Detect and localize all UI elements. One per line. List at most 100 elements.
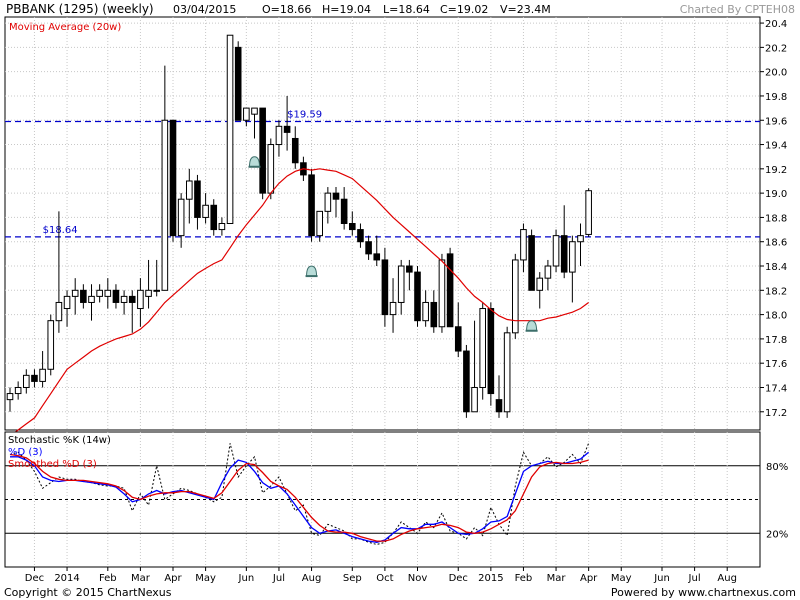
candle-down bbox=[357, 229, 364, 243]
candle-down bbox=[495, 399, 503, 413]
price-tick-label: 18.6 bbox=[765, 238, 787, 249]
ma-legend: Moving Average (20w) bbox=[9, 22, 121, 33]
alert-bell-base bbox=[525, 329, 538, 332]
price-tick-label: 20.2 bbox=[765, 43, 787, 54]
candle-up bbox=[520, 229, 527, 261]
candle-up bbox=[324, 192, 332, 212]
time-tick-label: 2015 bbox=[478, 573, 503, 584]
candle-down bbox=[332, 192, 340, 200]
time-tick-label: May bbox=[611, 573, 632, 584]
candle-down bbox=[414, 271, 421, 322]
price-tick-label: 18.0 bbox=[765, 311, 787, 322]
time-tick-label: Aug bbox=[717, 573, 737, 584]
header-bar: PBBANK (1295) (weekly) 03/04/2015 O=18.6… bbox=[6, 2, 795, 16]
candle-down bbox=[234, 46, 242, 121]
price-tick-label: 18.8 bbox=[765, 213, 787, 224]
price-axis: 17.2 17.4 17.6 17.8 18.0 18.2 18.4 18.6 18.8 19.0… bbox=[760, 19, 787, 419]
alert-bell-base bbox=[248, 165, 261, 168]
candle-down bbox=[430, 301, 438, 328]
time-axis: Dec 2014 Feb Mar Apr May Jun Jul Aug Sep Oct Nov Dec… bbox=[25, 567, 737, 584]
time-tick-label: Apr bbox=[164, 573, 182, 584]
moving-average-layer bbox=[9, 168, 589, 437]
candle-down bbox=[406, 265, 413, 273]
price-tick-label: 17.8 bbox=[765, 335, 787, 346]
price-tick-label: 19.0 bbox=[765, 189, 787, 200]
candle-up bbox=[544, 265, 552, 279]
moving-average-line bbox=[9, 168, 589, 437]
candle-up bbox=[14, 386, 22, 395]
stochastic-smoothed-d-line bbox=[9, 453, 589, 542]
candle-down bbox=[194, 180, 201, 218]
time-tick-label: Dec bbox=[25, 573, 44, 584]
candle-down bbox=[454, 326, 462, 352]
time-tick-label: Jun bbox=[238, 573, 255, 584]
candle-down bbox=[340, 198, 348, 225]
stochastic-panel: 80% 20% Stochastic %K (14w) %D (3) Smooth… bbox=[4, 431, 788, 568]
candle-up bbox=[88, 295, 95, 303]
candle-up bbox=[47, 320, 55, 370]
candle-up bbox=[177, 198, 185, 237]
candle-up bbox=[552, 235, 560, 267]
candle-up bbox=[243, 107, 250, 121]
time-tick-label: Feb bbox=[515, 573, 533, 584]
symbol-title: PBBANK (1295) (weekly) bbox=[6, 2, 154, 16]
candle-up bbox=[585, 190, 592, 235]
footer-bar: Copyright © 2015 ChartNexus Powered by w… bbox=[4, 586, 796, 599]
stochastic-tick-label: 20% bbox=[766, 529, 788, 540]
candle-down bbox=[210, 204, 218, 231]
candle-down bbox=[381, 259, 389, 316]
quote-open: O=18.66 bbox=[262, 3, 311, 16]
candle-up bbox=[6, 393, 14, 401]
price-panel: $19.59 $18.64 17.2 17.4 17.6 17.8 18.0 18.2 18.… bbox=[4, 16, 787, 437]
candle-up bbox=[422, 301, 429, 322]
alert-bell-icon bbox=[526, 320, 538, 332]
alert-bell-icon bbox=[248, 156, 261, 168]
candle-up bbox=[438, 259, 446, 328]
candle-up bbox=[186, 180, 193, 200]
reference-label: $18.64 bbox=[43, 225, 78, 236]
copyright-text: Copyright © 2015 ChartNexus bbox=[4, 586, 172, 599]
time-tick-label: Dec bbox=[449, 573, 468, 584]
price-panel-frame bbox=[4, 16, 761, 431]
candle-down bbox=[560, 235, 568, 273]
candle-up bbox=[39, 368, 46, 382]
candle-up bbox=[226, 34, 234, 225]
charted-by: Charted By CPTEH08 bbox=[680, 3, 795, 16]
price-tick-label: 17.4 bbox=[765, 383, 787, 394]
candle-down bbox=[373, 253, 381, 261]
time-tick-label: Nov bbox=[408, 573, 428, 584]
candle-up bbox=[202, 204, 209, 218]
candle-down bbox=[31, 374, 38, 382]
candle-down bbox=[446, 253, 454, 328]
candle-up bbox=[471, 386, 478, 413]
price-tick-label: 19.2 bbox=[765, 165, 787, 176]
candle-up bbox=[218, 223, 226, 231]
alert-bell-icon bbox=[306, 265, 318, 277]
price-tick-label: 20.4 bbox=[765, 19, 787, 30]
alert-bell-base bbox=[305, 275, 318, 278]
candle-down bbox=[487, 308, 495, 395]
candle-up bbox=[63, 295, 71, 310]
candle-up bbox=[104, 289, 112, 297]
candle-down bbox=[365, 241, 372, 255]
time-tick-label: 2014 bbox=[54, 573, 79, 584]
candle-up bbox=[503, 332, 511, 413]
candle-down bbox=[291, 137, 299, 164]
candle-up bbox=[23, 374, 30, 388]
time-tick-label: May bbox=[195, 573, 216, 584]
legend-d: %D (3) bbox=[8, 447, 43, 458]
price-tick-label: 17.6 bbox=[765, 359, 787, 370]
candle-up bbox=[55, 301, 63, 322]
candle-up bbox=[389, 301, 397, 316]
price-tick-label: 18.4 bbox=[765, 262, 787, 273]
quote-close: C=19.02 bbox=[440, 3, 488, 16]
price-tick-label: 19.6 bbox=[765, 116, 787, 127]
alert-markers bbox=[248, 156, 538, 332]
quote-high: H=19.04 bbox=[322, 3, 371, 16]
candle-up bbox=[251, 107, 258, 115]
quote-volume: V=23.4M bbox=[500, 3, 551, 16]
candle-up bbox=[275, 125, 283, 146]
candle-up bbox=[120, 295, 128, 303]
price-tick-label: 18.2 bbox=[765, 286, 787, 297]
